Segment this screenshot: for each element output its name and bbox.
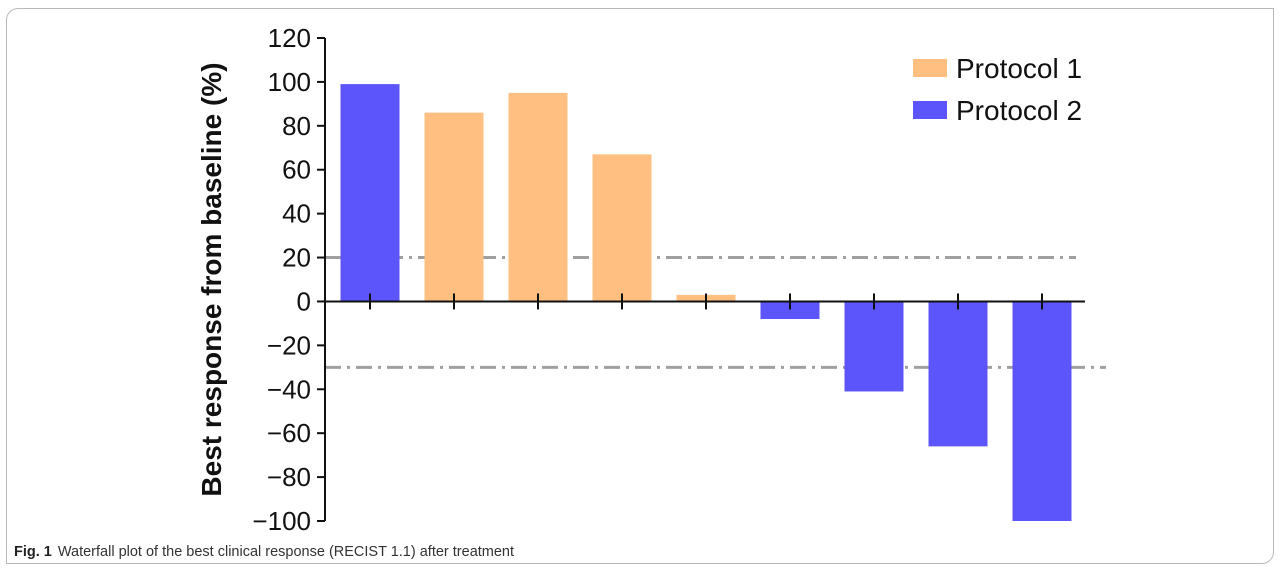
bar (340, 84, 400, 302)
bar (424, 112, 484, 302)
y-tick-label: 20 (282, 243, 311, 273)
bar (844, 301, 904, 392)
y-tick-label: −40 (267, 374, 311, 404)
y-tick-label: 60 (282, 155, 311, 185)
y-tick-label: 100 (268, 67, 311, 97)
y-tick-label: 120 (268, 23, 311, 53)
y-tick-label: 80 (282, 111, 311, 141)
y-tick-label: −60 (267, 418, 311, 448)
bar (508, 92, 568, 302)
legend-label: Protocol 2 (956, 95, 1082, 126)
figure-caption: Fig. 1 Waterfall plot of the best clinica… (14, 544, 514, 560)
y-tick-label: 40 (282, 199, 311, 229)
legend-label: Protocol 1 (956, 53, 1082, 84)
y-tick-label: −20 (267, 330, 311, 360)
bar (760, 301, 820, 320)
y-tick-label: −100 (252, 506, 311, 536)
y-tick-label: 0 (297, 286, 311, 316)
legend-swatch (913, 59, 947, 77)
bar (928, 301, 988, 447)
y-axis-label: Best response from baseline (%) (196, 62, 227, 496)
y-tick-label: −80 (267, 462, 311, 492)
bar (592, 154, 652, 302)
bar (1012, 301, 1072, 521)
waterfall-chart: 120 100 80 60 40 20 0 −20 −40 −60 −80 −100 Best resp… (196, 23, 1106, 536)
legend-swatch (913, 101, 947, 119)
caption-text: Waterfall plot of the best clinical resp… (57, 544, 515, 560)
figure-label: Fig. 1 (14, 544, 52, 560)
